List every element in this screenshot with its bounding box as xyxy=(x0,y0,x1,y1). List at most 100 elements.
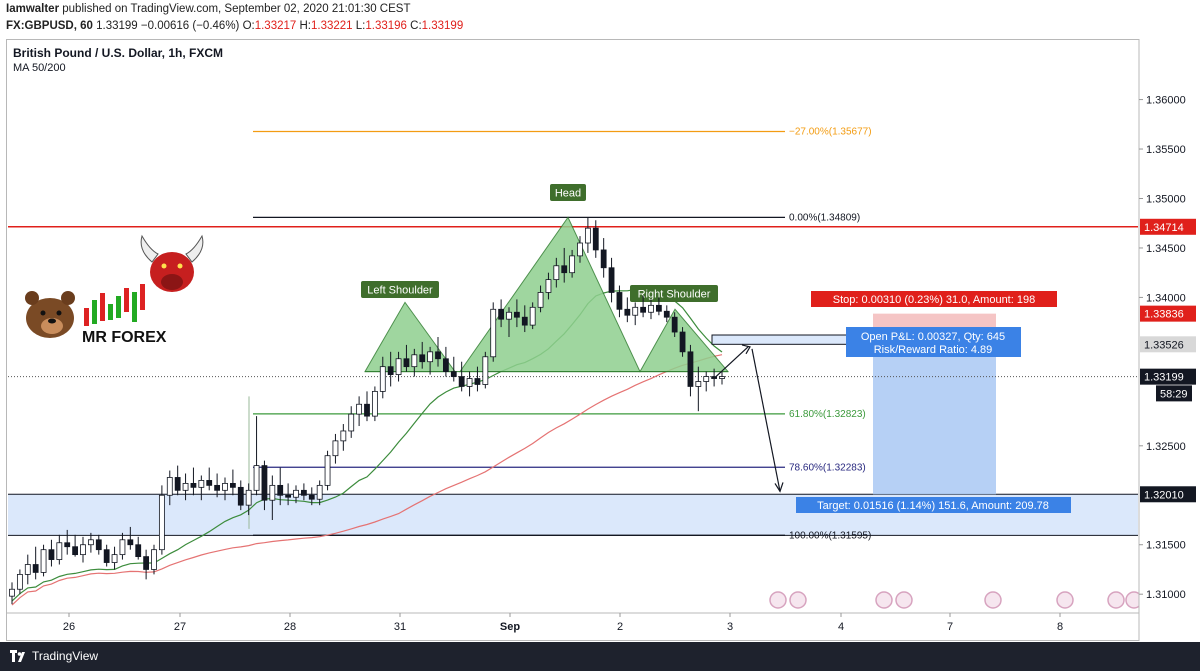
candle[interactable] xyxy=(387,351,394,387)
candle[interactable] xyxy=(214,473,221,498)
candle[interactable] xyxy=(158,485,165,555)
candle[interactable] xyxy=(671,312,678,337)
candle[interactable] xyxy=(151,544,157,575)
candle[interactable] xyxy=(655,297,662,316)
candle[interactable] xyxy=(206,467,213,491)
price-tag[interactable] xyxy=(1140,486,1196,503)
candle[interactable] xyxy=(450,356,457,382)
candle[interactable] xyxy=(513,299,520,328)
candle[interactable] xyxy=(371,386,378,422)
candle[interactable] xyxy=(300,483,307,501)
candle[interactable] xyxy=(506,307,512,337)
candle[interactable] xyxy=(308,487,315,506)
candle[interactable] xyxy=(229,469,236,496)
candle[interactable] xyxy=(498,299,505,328)
candle[interactable] xyxy=(190,467,197,496)
candle[interactable] xyxy=(577,236,583,263)
candle[interactable] xyxy=(553,257,560,288)
price-tag[interactable] xyxy=(1140,368,1196,385)
candle[interactable] xyxy=(111,546,118,570)
candle[interactable] xyxy=(474,366,481,392)
price-tag[interactable] xyxy=(1140,305,1196,322)
candle[interactable] xyxy=(119,532,126,560)
price-tag[interactable] xyxy=(1156,385,1192,402)
candle[interactable] xyxy=(379,356,386,399)
event-flag-icon[interactable] xyxy=(875,591,893,609)
candle[interactable] xyxy=(640,295,647,318)
candle[interactable] xyxy=(569,249,576,278)
candle[interactable] xyxy=(324,450,331,491)
stop-label-box[interactable] xyxy=(811,291,1057,307)
candle[interactable] xyxy=(719,371,725,385)
candle[interactable] xyxy=(277,467,284,506)
candle[interactable] xyxy=(600,238,607,278)
candle[interactable] xyxy=(340,424,347,451)
candle[interactable] xyxy=(87,532,94,553)
tradingview-brand[interactable]: TradingView xyxy=(32,649,99,663)
candle[interactable] xyxy=(490,302,497,362)
event-flag-icon[interactable] xyxy=(769,591,787,609)
price-tag[interactable] xyxy=(1140,336,1196,353)
candle[interactable] xyxy=(395,351,402,382)
event-flag-icon[interactable] xyxy=(789,591,807,609)
candle[interactable] xyxy=(711,368,718,387)
pattern-label-box[interactable] xyxy=(630,285,718,302)
candle[interactable] xyxy=(521,305,528,333)
candle[interactable] xyxy=(648,299,654,320)
candle[interactable] xyxy=(537,285,544,313)
head-triangle[interactable] xyxy=(459,216,641,373)
candle[interactable] xyxy=(332,433,339,464)
candle[interactable] xyxy=(561,247,568,283)
target-label-box[interactable] xyxy=(796,497,1071,513)
candle[interactable] xyxy=(616,285,623,318)
candle[interactable] xyxy=(64,529,71,555)
symbol[interactable]: FX:GBPUSD, 60 xyxy=(6,20,93,32)
candle[interactable] xyxy=(166,470,173,506)
candle[interactable] xyxy=(135,536,142,560)
candle[interactable] xyxy=(127,526,134,550)
pattern-label-box[interactable] xyxy=(550,184,586,201)
price-tag[interactable] xyxy=(1140,218,1196,235)
candle[interactable] xyxy=(237,480,244,511)
candle[interactable] xyxy=(245,483,252,516)
pattern-label-box[interactable] xyxy=(361,281,439,298)
candle[interactable] xyxy=(198,475,205,501)
candle[interactable] xyxy=(356,396,363,427)
candle[interactable] xyxy=(80,536,86,563)
candle[interactable] xyxy=(679,327,686,357)
candle[interactable] xyxy=(9,582,15,605)
candle[interactable] xyxy=(545,272,552,300)
candle[interactable] xyxy=(632,302,639,326)
author-name[interactable]: Iamwalter xyxy=(6,3,60,15)
left-shoulder-triangle[interactable] xyxy=(364,301,456,373)
candle[interactable] xyxy=(435,336,441,367)
event-flag-icon[interactable] xyxy=(1056,591,1074,609)
candle[interactable] xyxy=(174,465,181,496)
candle[interactable] xyxy=(72,534,79,557)
candle[interactable] xyxy=(529,302,536,330)
candle[interactable] xyxy=(703,371,710,392)
candle[interactable] xyxy=(624,297,631,323)
event-flag-icon[interactable] xyxy=(1107,591,1125,609)
candle[interactable] xyxy=(695,366,702,412)
candle[interactable] xyxy=(32,546,39,580)
candle[interactable] xyxy=(16,569,23,595)
open-pl-box[interactable] xyxy=(846,327,1021,357)
target-zone[interactable] xyxy=(873,344,996,495)
candle[interactable] xyxy=(24,554,31,585)
candle[interactable] xyxy=(253,416,260,496)
candle[interactable] xyxy=(608,257,615,303)
candle[interactable] xyxy=(285,483,292,506)
candle[interactable] xyxy=(419,341,426,369)
candle[interactable] xyxy=(40,544,47,577)
candle[interactable] xyxy=(182,473,189,501)
candle[interactable] xyxy=(56,534,63,565)
candle[interactable] xyxy=(663,305,670,323)
candle[interactable] xyxy=(411,348,418,377)
ma200-line[interactable] xyxy=(11,354,723,606)
candle[interactable] xyxy=(222,477,228,501)
candle[interactable] xyxy=(103,544,110,567)
candle[interactable] xyxy=(143,549,150,580)
candle[interactable] xyxy=(427,346,434,375)
